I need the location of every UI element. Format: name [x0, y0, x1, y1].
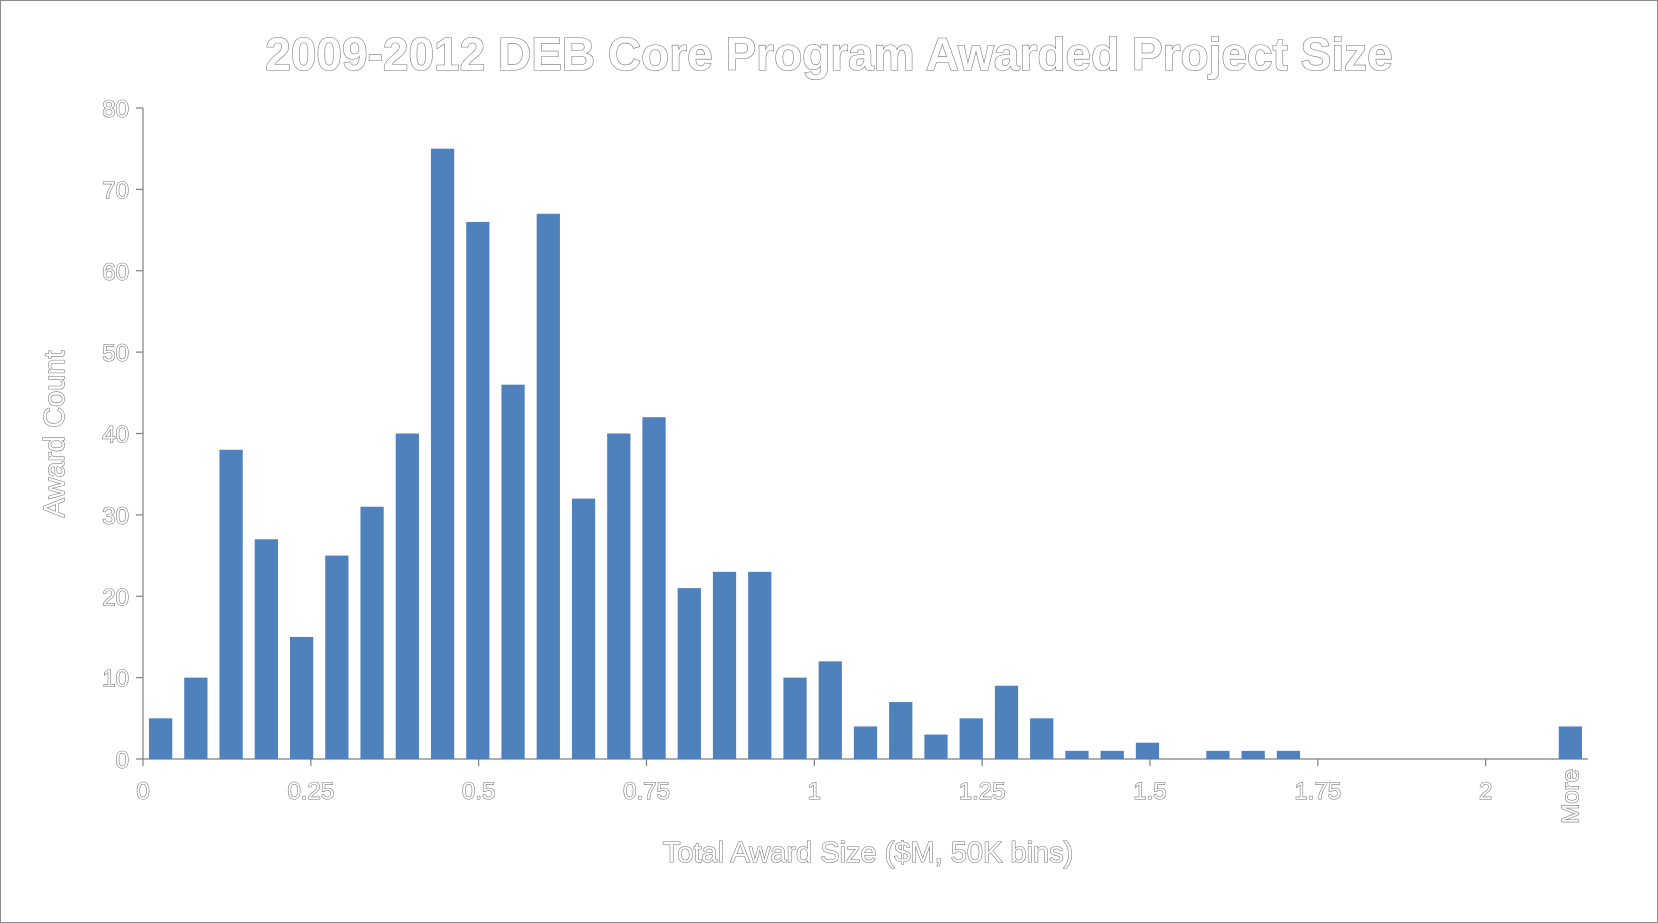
bar — [677, 588, 701, 759]
y-axis-label: Award Count — [39, 350, 71, 517]
y-tick-label: 50 — [102, 340, 129, 367]
bar — [501, 384, 525, 759]
bar — [536, 213, 560, 760]
y-tick-label: 0 — [116, 747, 129, 774]
bar — [219, 449, 243, 759]
bar — [430, 148, 455, 759]
y-tick-label: 80 — [102, 96, 129, 123]
plot-area: 0 10 20 30 40 50 60 70 80 0 0.25 0.5 0.75 1 1.25 1.5 1.7… — [102, 95, 1588, 824]
bar — [289, 636, 314, 759]
bar — [607, 433, 631, 759]
bar — [148, 718, 173, 759]
y-tick-label: 40 — [102, 422, 129, 449]
bar — [254, 539, 278, 759]
bar — [1276, 750, 1301, 759]
bar — [783, 677, 807, 760]
bar — [1206, 750, 1230, 759]
bar — [184, 677, 208, 760]
x-tick-label: 1.5 — [1133, 778, 1166, 805]
x-axis-label: Total Award Size ($M, 50K bins) — [663, 837, 1074, 869]
bar — [1135, 742, 1160, 759]
bar — [571, 498, 596, 759]
x-tick-label: 2 — [1479, 778, 1492, 805]
x-tick-label: 0 — [136, 778, 149, 805]
bar — [994, 685, 1019, 759]
bar — [1100, 750, 1124, 759]
x-tick-label: 0.25 — [287, 778, 334, 805]
x-tick-label: 1.75 — [1294, 778, 1341, 805]
x-tick-label-more: More — [1557, 769, 1584, 824]
x-tick-label: 0.5 — [462, 778, 495, 805]
bar — [748, 571, 772, 759]
x-tick-label: 0.75 — [623, 778, 670, 805]
x-tick-label: 1 — [808, 778, 821, 805]
y-tick-label: 10 — [102, 666, 129, 693]
bar — [1558, 726, 1583, 759]
y-tick-label: 60 — [102, 259, 129, 286]
bar — [818, 661, 842, 759]
bar — [712, 571, 737, 759]
bar — [924, 734, 948, 759]
bar — [466, 221, 490, 759]
y-tick-label: 70 — [102, 177, 129, 204]
bar — [395, 433, 419, 759]
bar — [1065, 750, 1089, 759]
y-tick-label: 20 — [102, 584, 129, 611]
bar — [1241, 750, 1265, 759]
y-tick-label: 30 — [102, 503, 129, 530]
bar — [1030, 718, 1054, 759]
bar — [325, 555, 349, 759]
bar — [642, 417, 666, 759]
bar — [889, 702, 913, 759]
x-tick-label: 1.25 — [959, 778, 1006, 805]
chart-title: 2009-2012 DEB Core Program Awarded Proje… — [265, 28, 1392, 80]
bar — [853, 726, 878, 759]
bar — [959, 718, 983, 759]
bar — [360, 506, 384, 759]
